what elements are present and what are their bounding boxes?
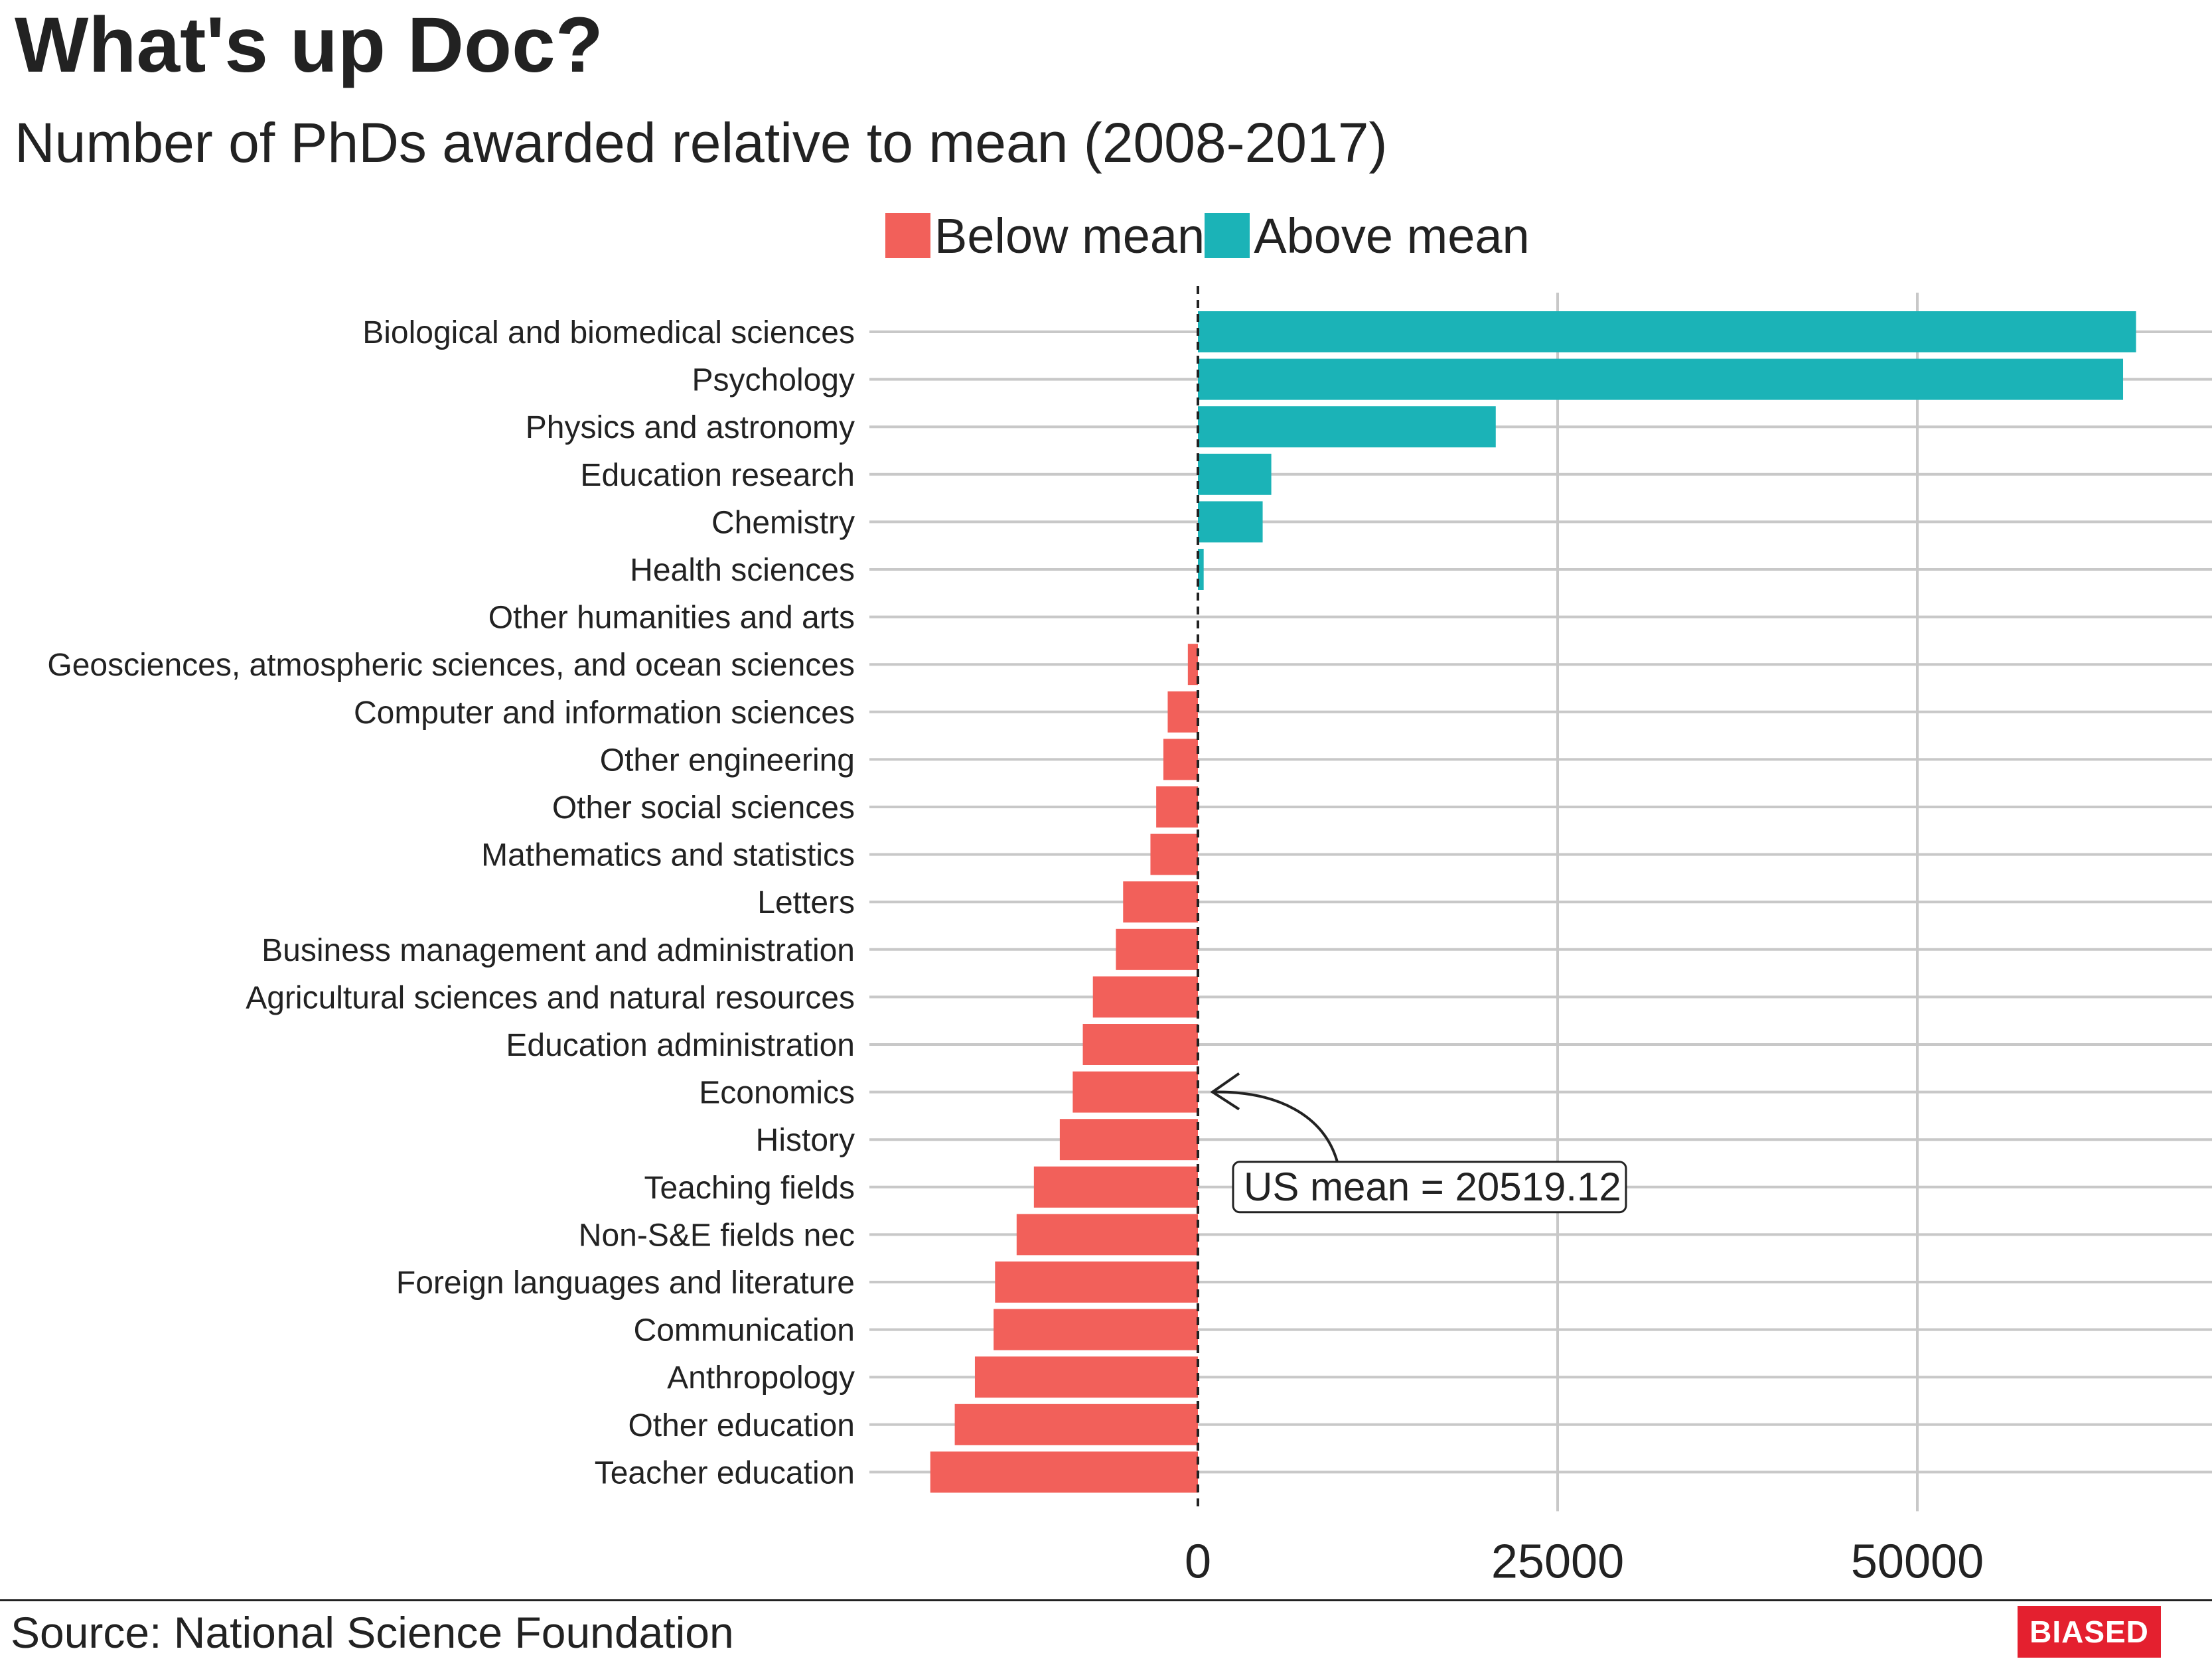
- x-tick-label: 25000: [1491, 1535, 1624, 1588]
- category-label: Education administration: [506, 1028, 855, 1063]
- category-label: Other humanities and arts: [488, 601, 855, 636]
- category-label: Communication: [634, 1313, 855, 1348]
- bar: [1059, 1119, 1198, 1161]
- category-label: Economics: [699, 1076, 855, 1111]
- category-label: Non-S&E fields nec: [579, 1218, 855, 1253]
- legend-label-above: Above mean: [1254, 208, 1530, 263]
- bar: [1150, 833, 1198, 875]
- bar: [1187, 644, 1198, 685]
- category-label: Foreign languages and literature: [396, 1265, 855, 1301]
- legend: Below mean Above mean: [885, 199, 1530, 272]
- x-tick-label: 0: [1185, 1535, 1211, 1588]
- category-label: Teaching fields: [644, 1171, 855, 1206]
- source-note: Source: National Science Foundation: [11, 1608, 734, 1657]
- legend-item-above: Above mean: [1205, 208, 1530, 264]
- bar: [994, 1309, 1198, 1350]
- annotation-box: [1232, 1161, 1627, 1214]
- category-label: Chemistry: [711, 505, 855, 540]
- annotation-label: US mean = 20519.12: [1244, 1165, 1621, 1209]
- bar: [995, 1262, 1198, 1303]
- category-label: Mathematics and statistics: [481, 838, 855, 873]
- category-label: Other social sciences: [552, 790, 855, 826]
- bar: [1016, 1214, 1198, 1256]
- bar: [1156, 786, 1198, 828]
- bar: [1198, 311, 2136, 352]
- legend-label-below: Below mean: [934, 208, 1205, 263]
- bar: [1198, 358, 2124, 400]
- category-label: Computer and information sciences: [354, 695, 855, 731]
- bar: [1198, 453, 1272, 495]
- bar: [1092, 976, 1198, 1018]
- bar: [1198, 549, 1204, 590]
- category-label: Agricultural sciences and natural resour…: [246, 980, 855, 1015]
- footer-divider: [0, 1599, 2212, 1601]
- category-label: Geosciences, atmospheric sciences, and o…: [47, 648, 855, 683]
- bar: [954, 1404, 1198, 1445]
- chart-subtitle: Number of PhDs awarded relative to mean …: [15, 111, 1388, 174]
- brand-logo: BIASED: [2018, 1606, 2161, 1658]
- category-label: Biological and biomedical sciences: [362, 315, 855, 350]
- category-labels: Biological and biomedical sciences Psycho…: [47, 315, 855, 1490]
- category-label: Physics and astronomy: [526, 410, 855, 445]
- bar-chart: Biological and biomedical sciences Psycho…: [47, 286, 2212, 1588]
- annotation-arrow: [1212, 1090, 1339, 1163]
- category-label: Other engineering: [600, 743, 855, 778]
- bar: [1033, 1166, 1198, 1208]
- bar: [1198, 406, 1496, 448]
- mean-annotation: US mean = 20519.12: [1210, 1072, 1627, 1214]
- legend-swatch-above: [1205, 213, 1250, 258]
- category-label: Teacher education: [595, 1455, 855, 1490]
- bar: [1123, 881, 1198, 923]
- bar: [1163, 739, 1198, 780]
- bar: [1072, 1071, 1198, 1113]
- bar: [1167, 691, 1198, 733]
- category-label: History: [756, 1123, 855, 1158]
- legend-swatch-below: [885, 213, 930, 258]
- bar: [974, 1356, 1198, 1398]
- annotation-arrowhead: [1210, 1072, 1240, 1111]
- bar: [1198, 501, 1263, 543]
- bar: [1082, 1024, 1198, 1065]
- category-label: Letters: [757, 885, 855, 920]
- x-tick-label: 50000: [1851, 1535, 1984, 1588]
- bars: [930, 311, 2136, 1493]
- category-label: Psychology: [692, 363, 855, 398]
- category-label: Business management and administration: [261, 933, 855, 968]
- category-label: Education research: [580, 458, 855, 493]
- x-tick-labels: 0 25000 50000: [1185, 1535, 1984, 1588]
- category-label: Anthropology: [667, 1360, 855, 1396]
- category-label: Other education: [628, 1408, 855, 1443]
- chart-title: What's up Doc?: [15, 1, 603, 89]
- bar: [930, 1451, 1198, 1493]
- bar: [1116, 928, 1198, 970]
- category-label: Health sciences: [630, 553, 855, 588]
- legend-item-below: Below mean: [885, 208, 1205, 264]
